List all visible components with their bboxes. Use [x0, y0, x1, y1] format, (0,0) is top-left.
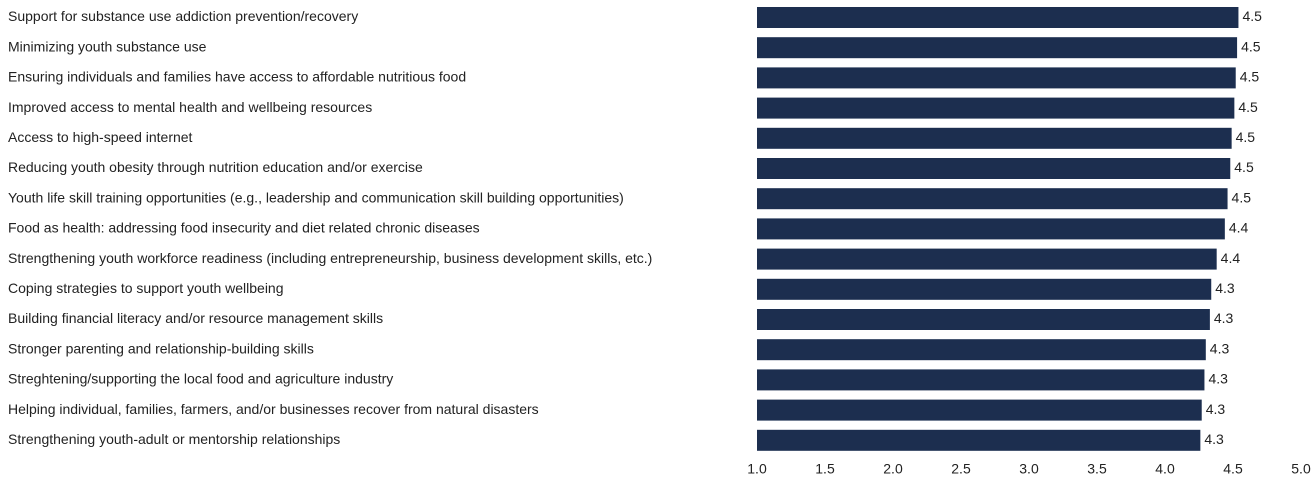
x-tick-label: 4.0 [1155, 461, 1175, 477]
category-label: Ensuring individuals and families have a… [8, 69, 466, 85]
data-label: 4.3 [1208, 371, 1228, 387]
category-label: Reducing youth obesity through nutrition… [8, 159, 423, 175]
category-label: Minimizing youth substance use [8, 38, 207, 54]
category-label: Building financial literacy and/or resou… [8, 310, 383, 326]
category-label: Stronger parenting and relationship-buil… [8, 340, 314, 356]
data-label: 4.4 [1221, 250, 1241, 266]
bar [757, 339, 1206, 361]
x-tick-label: 1.0 [747, 461, 767, 477]
bar [757, 127, 1232, 149]
x-tick-label: 2.5 [951, 461, 971, 477]
bar [757, 248, 1217, 270]
bar [757, 158, 1231, 179]
category-label: Coping strategies to support youth wellb… [8, 280, 284, 296]
data-label: 4.3 [1210, 340, 1230, 356]
x-tick-label: 3.0 [1019, 461, 1039, 477]
data-label: 4.5 [1234, 159, 1254, 175]
category-label: Support for substance use addiction prev… [8, 8, 358, 24]
category-label: Youth life skill training opportunities … [8, 189, 624, 205]
bar [757, 67, 1236, 89]
data-label: 4.5 [1242, 8, 1262, 24]
bar [757, 188, 1228, 210]
x-tick-label: 1.5 [815, 461, 835, 477]
bar [757, 97, 1235, 119]
data-label: 4.4 [1229, 220, 1249, 236]
bar [757, 309, 1210, 330]
data-label: 4.3 [1214, 310, 1234, 326]
bar [757, 399, 1202, 421]
bar [757, 218, 1225, 240]
category-label: Strengthening youth-adult or mentorship … [8, 431, 340, 447]
bar [757, 278, 1212, 300]
data-label: 4.3 [1204, 431, 1224, 447]
category-label: Helping individual, families, farmers, a… [8, 401, 539, 417]
data-label: 4.5 [1232, 189, 1252, 205]
data-label: 4.5 [1238, 99, 1258, 115]
data-label: 4.5 [1241, 38, 1261, 54]
category-label: Access to high-speed internet [8, 129, 193, 145]
x-tick-label: 5.0 [1291, 461, 1311, 477]
data-label: 4.5 [1240, 69, 1260, 85]
bar [757, 429, 1201, 451]
category-label: Streghtening/supporting the local food a… [8, 371, 393, 387]
x-tick-label: 4.5 [1223, 461, 1243, 477]
bar [757, 7, 1239, 28]
category-label: Food as health: addressing food insecuri… [8, 220, 480, 236]
bar [757, 369, 1205, 391]
data-label: 4.5 [1236, 129, 1256, 145]
bar [757, 37, 1238, 59]
category-label: Improved access to mental health and wel… [8, 99, 372, 115]
category-label: Strengthening youth workforce readiness … [8, 250, 652, 266]
x-tick-label: 3.5 [1087, 461, 1107, 477]
data-label: 4.3 [1215, 280, 1235, 296]
data-label: 4.3 [1206, 401, 1226, 417]
x-tick-label: 2.0 [883, 461, 903, 477]
